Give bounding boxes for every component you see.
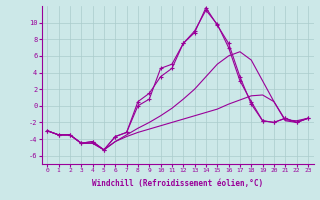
X-axis label: Windchill (Refroidissement éolien,°C): Windchill (Refroidissement éolien,°C) xyxy=(92,179,263,188)
